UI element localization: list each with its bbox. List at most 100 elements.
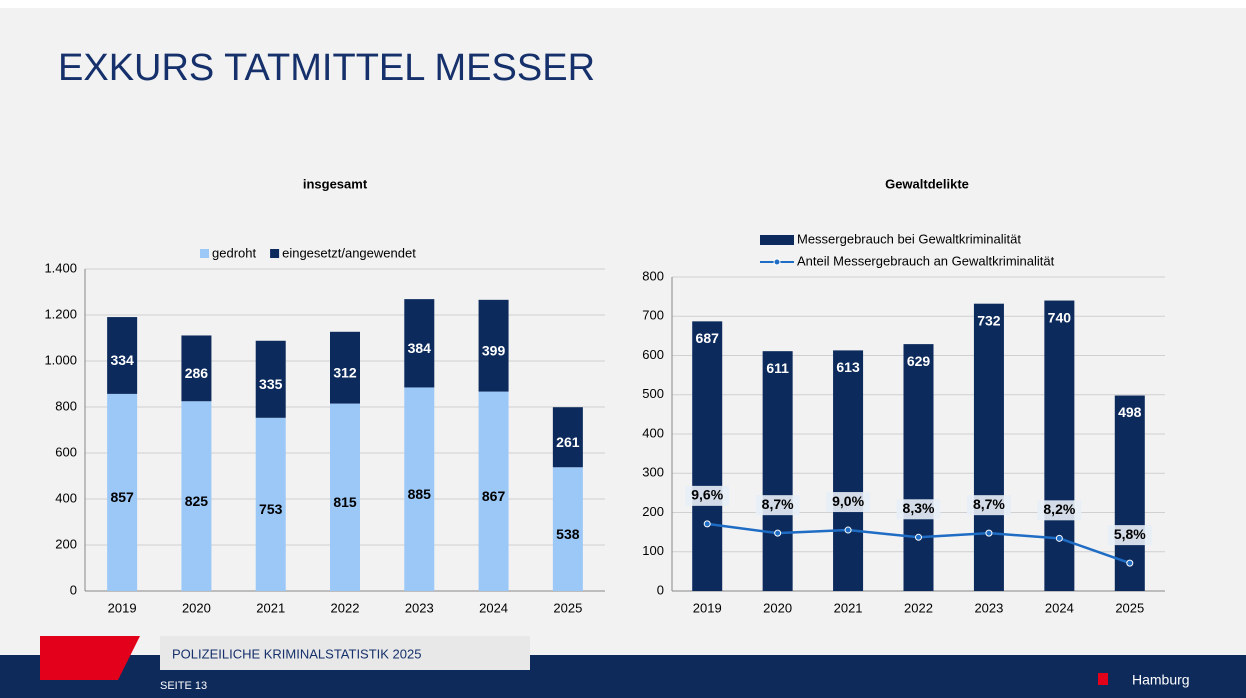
data-label: 384 — [408, 340, 432, 356]
bar — [404, 299, 435, 388]
bar — [107, 317, 138, 394]
y-tick-label: 600 — [642, 347, 664, 362]
data-label: 261 — [556, 434, 580, 450]
y-tick-label: 100 — [642, 543, 664, 558]
bar — [833, 350, 864, 591]
line-point — [915, 533, 922, 541]
data-label-box — [966, 495, 1011, 516]
x-tick-label: 2021 — [834, 600, 863, 615]
legend-label: eingesetzt/angewendet — [282, 245, 416, 260]
data-label: 629 — [907, 353, 931, 369]
chart-title: Gewaltdelikte — [885, 176, 969, 191]
bar — [107, 393, 138, 591]
y-tick-label: 1.400 — [44, 260, 77, 275]
data-label: 312 — [333, 364, 357, 380]
data-label: 334 — [110, 352, 134, 368]
data-label: 740 — [1048, 309, 1072, 325]
slide-title: EXKURS TATMITTEL MESSER — [58, 47, 595, 89]
data-label: 732 — [977, 312, 1001, 328]
chart-title: insgesamt — [303, 176, 368, 191]
line-point — [1126, 559, 1134, 567]
data-label-box — [826, 492, 871, 513]
data-label: 825 — [185, 493, 209, 509]
x-tick-label: 2025 — [1115, 600, 1144, 615]
bar — [330, 403, 360, 591]
x-tick-label: 2019 — [693, 600, 722, 615]
y-tick-label: 400 — [55, 490, 77, 505]
data-label: 815 — [333, 494, 357, 510]
data-label: 335 — [259, 376, 283, 392]
data-label-box — [685, 485, 730, 506]
data-label: 8,3% — [903, 500, 935, 516]
data-label: 399 — [482, 342, 506, 358]
data-label: 613 — [836, 359, 860, 375]
bar — [552, 407, 583, 468]
data-label: 498 — [1118, 404, 1142, 420]
y-tick-label: 700 — [642, 308, 664, 323]
bar — [404, 387, 435, 591]
y-tick-label: 600 — [55, 444, 77, 459]
y-tick-label: 300 — [642, 465, 664, 480]
y-tick-label: 0 — [70, 582, 77, 597]
line-point — [985, 529, 993, 537]
bar — [181, 401, 212, 591]
x-tick-label: 2020 — [182, 600, 211, 615]
x-tick-label: 2025 — [553, 600, 582, 615]
x-tick-label: 2021 — [256, 600, 285, 615]
y-tick-label: 800 — [55, 398, 77, 413]
data-label: 885 — [408, 486, 432, 502]
bar — [330, 331, 360, 404]
x-tick-label: 2023 — [974, 600, 1003, 615]
x-tick-label: 2019 — [108, 600, 137, 615]
bar — [1044, 300, 1075, 591]
bar — [552, 467, 583, 591]
legend-swatch — [773, 258, 781, 266]
legend-label: Messergebrauch bei Gewaltkriminalität — [797, 231, 1021, 246]
data-label: 8,2% — [1043, 501, 1075, 517]
line-point — [844, 526, 852, 534]
data-label: 753 — [259, 501, 283, 517]
line-point — [703, 520, 711, 528]
data-label: 867 — [482, 488, 506, 504]
y-tick-label: 800 — [642, 268, 664, 283]
x-tick-label: 2024 — [479, 600, 508, 615]
data-label: 286 — [185, 365, 209, 381]
footer-text: POLIZEILICHE KRIMINALSTATISTIK 2025 — [172, 646, 421, 661]
legend-label: Anteil Messergebrauch an Gewaltkriminali… — [797, 253, 1055, 268]
x-tick-label: 2022 — [904, 600, 933, 615]
data-label: 687 — [696, 330, 720, 346]
bar — [973, 303, 1004, 591]
bar — [478, 299, 509, 392]
data-label-box — [896, 499, 941, 520]
legend-label: gedroht — [212, 245, 256, 260]
data-label: 538 — [556, 526, 580, 542]
y-tick-label: 0 — [657, 582, 664, 597]
bar — [692, 321, 723, 591]
logo-icon — [1098, 673, 1108, 685]
line-point — [1055, 534, 1063, 542]
bar — [762, 351, 793, 591]
logo: Hamburg — [1132, 672, 1190, 688]
x-tick-label: 2020 — [763, 600, 792, 615]
data-label-box — [755, 495, 800, 516]
data-label: 857 — [110, 489, 134, 505]
data-label: 9,0% — [832, 493, 864, 509]
legend-swatch — [270, 249, 280, 258]
x-tick-label: 2022 — [331, 600, 360, 615]
y-tick-label: 200 — [55, 536, 77, 551]
y-tick-label: 1.200 — [44, 306, 77, 321]
bar — [903, 344, 934, 591]
y-tick-label: 200 — [642, 504, 664, 519]
data-label: 5,8% — [1114, 526, 1146, 542]
bar — [181, 335, 212, 402]
data-label: 8,7% — [973, 496, 1005, 512]
bar — [478, 391, 509, 591]
y-tick-label: 400 — [642, 425, 664, 440]
legend-swatch — [200, 249, 209, 258]
line-point — [774, 529, 782, 537]
bar — [255, 417, 286, 591]
data-label-box — [1107, 525, 1152, 546]
footer-box — [160, 636, 530, 670]
x-tick-label: 2024 — [1045, 600, 1074, 615]
